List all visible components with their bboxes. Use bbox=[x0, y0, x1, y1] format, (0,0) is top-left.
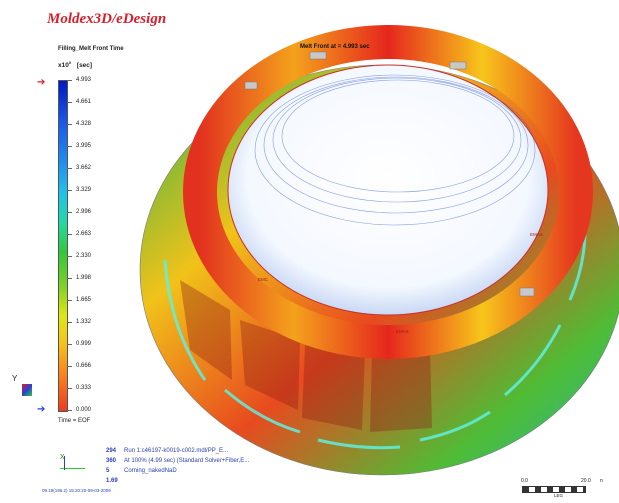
scale-start: 0.0 bbox=[521, 478, 528, 484]
scale-bar bbox=[522, 486, 586, 493]
legend-tick-label: 4.661 bbox=[76, 99, 92, 105]
run-info-text: At 100% (4.99 sec) (Standard Solver+Fibe… bbox=[124, 458, 250, 464]
melt-front-label: Melt Front at = 4.993 sec bbox=[300, 44, 370, 50]
scale-unit: n bbox=[600, 478, 603, 484]
legend-time-label: Time = EOF bbox=[58, 418, 91, 424]
axis-triad-x: X bbox=[60, 454, 90, 476]
app-brand-title: Moldex3D/eDesign bbox=[47, 11, 167, 27]
legend-tick bbox=[67, 168, 72, 169]
legend-tick bbox=[67, 234, 72, 235]
legend-unit: x100 [sec] bbox=[58, 60, 93, 70]
legend-title: Filling_Melt Front Time bbox=[58, 46, 124, 52]
run-info-number: 360 bbox=[106, 458, 117, 464]
run-info-text: Run 1:c46197-k0019-c002.mdl/PP_E... bbox=[124, 448, 229, 454]
legend-tick-label: 1.665 bbox=[76, 297, 92, 303]
legend-tick bbox=[67, 300, 72, 301]
legend-tick-label: 0.999 bbox=[76, 341, 92, 347]
status-footer: 09.19(196.2) 15:20:20-09-03-2009 bbox=[42, 488, 111, 493]
legend-tick-label: 3.995 bbox=[76, 143, 92, 149]
legend-tick bbox=[67, 190, 72, 191]
marker-emc: EMC bbox=[258, 277, 268, 282]
legend-tick bbox=[67, 212, 72, 213]
legend-tick bbox=[67, 146, 72, 147]
legend-tick bbox=[67, 80, 72, 81]
axis-triad-y: Y bbox=[12, 374, 42, 404]
scale-end: 20.0 bbox=[581, 478, 591, 484]
legend-tick-label: 2.663 bbox=[76, 231, 92, 237]
legend-tick-label: 3.329 bbox=[76, 187, 92, 193]
run-info-number: 294 bbox=[106, 448, 117, 454]
legend-tick bbox=[67, 256, 72, 257]
marker-emax-right: EMAX bbox=[530, 232, 543, 237]
ring-inner-opening bbox=[227, 64, 549, 316]
ring-top-rim bbox=[183, 25, 593, 359]
legend-tick-label: 4.328 bbox=[76, 121, 92, 127]
legend-tick bbox=[67, 366, 72, 367]
legend-color-bar bbox=[58, 80, 68, 412]
legend-tick-label: 0.000 bbox=[76, 407, 92, 413]
legend-tick-label: 1.998 bbox=[76, 275, 92, 281]
legend-tick-label: 0.333 bbox=[76, 385, 92, 391]
legend-tick bbox=[67, 322, 72, 323]
legend-max-arrow-icon: ➔ bbox=[37, 77, 46, 88]
legend-tick bbox=[67, 124, 72, 125]
legend-tick-label: 4.993 bbox=[76, 77, 92, 83]
legend-tick bbox=[67, 102, 72, 103]
legend-tick bbox=[67, 388, 72, 389]
legend-tick-label: 3.662 bbox=[76, 165, 92, 171]
run-info-number: 5 bbox=[106, 468, 110, 474]
legend-tick bbox=[67, 410, 72, 411]
legend-tick bbox=[67, 278, 72, 279]
run-info-text: Corning_nakedNaD bbox=[124, 468, 177, 474]
legend-tick bbox=[67, 344, 72, 345]
run-info-number: 1.69 bbox=[106, 478, 118, 484]
legend-tick-label: 0.666 bbox=[76, 363, 92, 369]
inner-flow-lines bbox=[254, 74, 536, 226]
legend-tick-label: 2.996 bbox=[76, 209, 92, 215]
legend-tick-label: 2.330 bbox=[76, 253, 92, 259]
legend-min-arrow-icon: ➔ bbox=[37, 404, 46, 415]
marker-emax-bottom: EMAX bbox=[396, 329, 409, 334]
legend-tick-label: 1.332 bbox=[76, 319, 92, 325]
rim-notches bbox=[244, 51, 535, 297]
scale-caption: LEG bbox=[554, 493, 564, 498]
ring-panel-shading bbox=[180, 280, 432, 432]
